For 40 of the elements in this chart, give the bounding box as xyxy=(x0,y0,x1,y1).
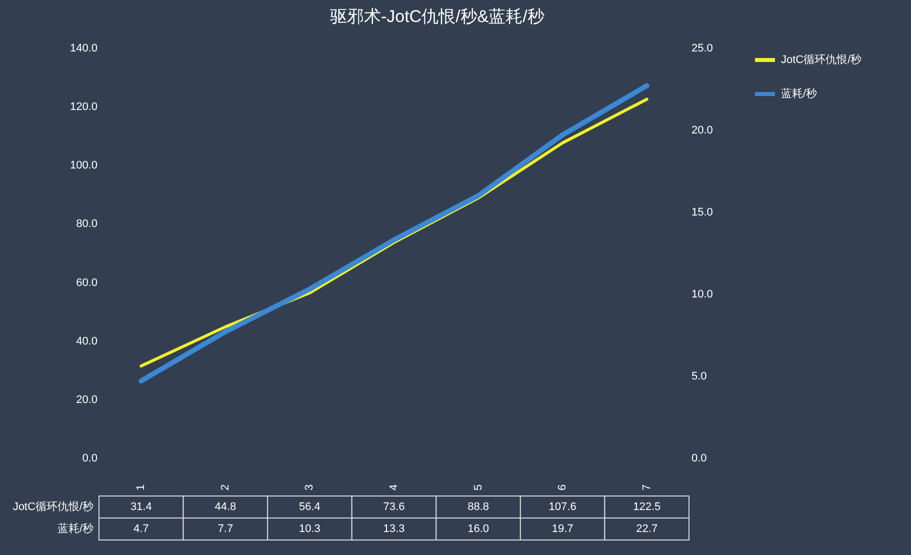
text: 蓝耗/秒 xyxy=(57,523,94,535)
x-tick-label: 2 xyxy=(219,484,232,490)
y2-tick-label: 25.0 xyxy=(692,42,713,54)
data-label: 7.7 xyxy=(218,523,234,535)
data-label: 56.4 xyxy=(299,501,320,513)
y2-tick-label: 15.0 xyxy=(692,206,713,218)
y-tick-label: 20.0 xyxy=(76,394,98,406)
data-label: 13.3 xyxy=(383,523,405,535)
data-label: 122.5 xyxy=(633,501,661,513)
data-label: 88.8 xyxy=(468,501,489,513)
x-tick-label: 7 xyxy=(640,484,653,490)
x-tick-label: 4 xyxy=(388,484,400,490)
y-tick-label: 0.0 xyxy=(82,452,98,464)
data-label: 16.0 xyxy=(468,523,489,535)
x-tick-label: 1 xyxy=(135,484,148,490)
data-label: 4.7 xyxy=(133,523,149,535)
y-tick-label: 40.0 xyxy=(76,335,98,348)
y-tick-label: 120.0 xyxy=(70,101,98,114)
x-tick-label: 5 xyxy=(472,484,484,490)
y-tick-label: 80.0 xyxy=(76,218,98,230)
data-label: 19.7 xyxy=(552,523,574,535)
data-label: 22.7 xyxy=(636,523,658,535)
y-tick-label: 60.0 xyxy=(76,276,98,289)
y2-tick-label: 10.0 xyxy=(692,288,713,300)
data-label: 107.6 xyxy=(548,501,576,513)
data-label: 44.8 xyxy=(214,501,236,513)
data-label: 73.6 xyxy=(383,501,405,513)
x-tick-label: 6 xyxy=(556,484,569,490)
y2-tick-label: 0.0 xyxy=(692,452,707,464)
y2-tick-label: 20.0 xyxy=(692,124,713,136)
y-tick-label: 140.0 xyxy=(70,42,98,54)
data-label: 10.3 xyxy=(299,523,320,535)
legend-label: 蓝耗/秒 xyxy=(781,87,818,100)
y-tick-label: 100.0 xyxy=(70,160,98,172)
y2-tick-label: 5.0 xyxy=(692,370,707,382)
text: JotC循环仇恨/秒 xyxy=(12,501,94,513)
data-label: 31.4 xyxy=(130,501,152,513)
x-tick-label: 3 xyxy=(304,484,316,490)
chart-title: 驱邪术-JotC仇恨/秒&蓝耗/秒 xyxy=(330,7,544,26)
legend-label: JotC循环仇恨/秒 xyxy=(781,54,862,66)
